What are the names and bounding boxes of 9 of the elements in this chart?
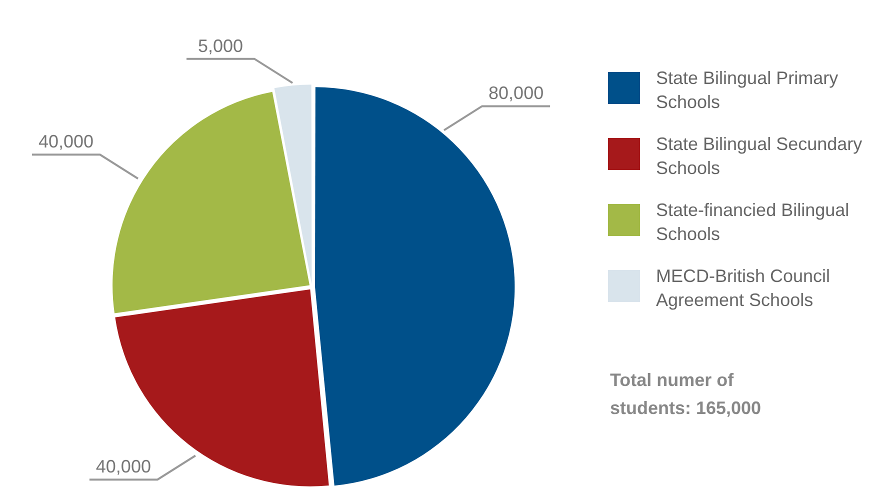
data-label: 5,000 xyxy=(198,36,244,56)
legend-label: State Bilingual Secundary Schools xyxy=(656,133,864,180)
text: Total numer of students: 165,000 xyxy=(610,369,762,420)
data-label: 80,000 xyxy=(488,83,544,104)
legend-label: State Bilingual Primary Schools xyxy=(656,67,840,114)
legend-label: MECD-British Council Agreement Schools xyxy=(656,265,832,312)
data-label: 40,000 xyxy=(38,132,94,152)
legend-label: State-financied Bilingual Schools xyxy=(656,199,850,246)
data-label: 40,000 xyxy=(96,456,151,477)
